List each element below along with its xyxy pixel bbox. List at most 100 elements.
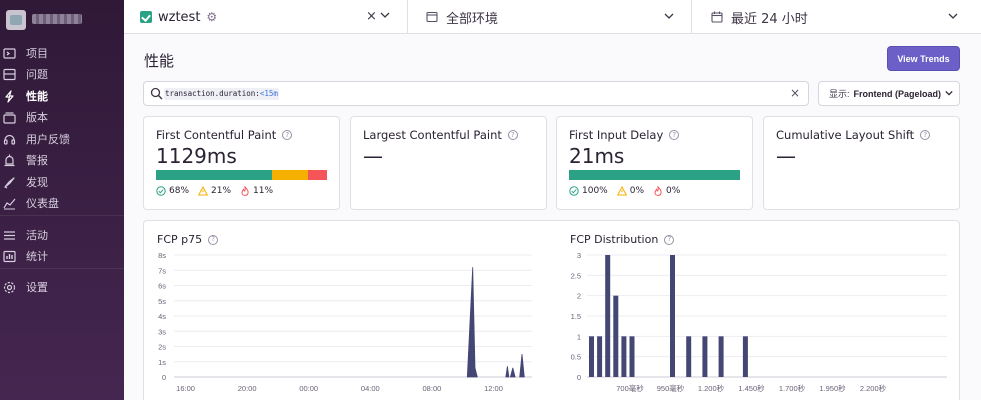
sidebar-item-releases[interactable]: 版本	[0, 107, 124, 127]
issues-icon	[2, 67, 16, 81]
chevron-down-icon	[945, 89, 953, 99]
question-icon[interactable]: ?	[282, 130, 293, 140]
y-tick-label: 6s	[158, 282, 166, 291]
meh-percent: 0%	[629, 186, 645, 196]
divider	[691, 0, 692, 34]
view-trends-button[interactable]: View Trends	[887, 46, 960, 71]
chevron-down-icon[interactable]	[380, 10, 390, 23]
y-tick-label: 8s	[158, 251, 166, 260]
y-tick-label: 4s	[158, 312, 166, 321]
x-tick-label: 20:00	[238, 384, 257, 393]
card-title-text: First Input Delay	[569, 128, 664, 142]
query-value: <15m	[259, 89, 278, 98]
x-tick-label: 1.200秒	[698, 383, 725, 393]
sidebar-item-label: 警报	[26, 154, 48, 167]
metric-card-lcp[interactable]: Largest Contentful Paint? —	[350, 116, 547, 210]
check-circle-icon	[156, 186, 166, 196]
question-icon[interactable]: ?	[920, 130, 931, 140]
sidebar-item-discover[interactable]: 发现	[0, 172, 124, 192]
y-tick-label: 0.5	[571, 353, 581, 362]
x-tick-label: 2.200秒	[860, 383, 887, 393]
sidebar-item-label: 仪表盘	[26, 197, 59, 210]
sidebar-item-issues[interactable]: 问题	[0, 64, 124, 84]
card-value: —	[776, 144, 796, 168]
x-tick-label: 950毫秒	[657, 383, 685, 393]
fire-icon	[241, 186, 249, 196]
date-range-label: 最近 24 小时	[731, 11, 808, 27]
clear-project-button[interactable]: ×	[366, 9, 377, 24]
card-title-text: Largest Contentful Paint	[363, 128, 502, 142]
org-switcher[interactable]	[6, 8, 118, 34]
area-spike	[519, 354, 525, 378]
sidebar-item-alerts[interactable]: 警报	[0, 150, 124, 170]
x-tick-label: 04:00	[361, 384, 380, 393]
metric-card-fid[interactable]: First Input Delay? 21ms 100% 0% 0%	[556, 116, 753, 210]
check-circle-icon	[569, 186, 579, 196]
fire-icon	[654, 186, 662, 196]
chart-title-fcp-distribution: FCP Distribution?	[570, 233, 675, 246]
sidebar-item-user-feedback[interactable]: 用户反馈	[0, 129, 124, 149]
calendar-icon	[711, 11, 723, 23]
org-name-redacted	[32, 14, 82, 24]
user-feedback-icon	[2, 132, 16, 146]
score-bar	[569, 170, 740, 180]
activity-icon	[2, 228, 16, 242]
distribution-bar	[621, 336, 627, 377]
sidebar-item-label: 版本	[26, 111, 48, 124]
y-tick-label: 0	[577, 373, 581, 382]
question-icon[interactable]: ?	[507, 130, 518, 140]
score-bar-meh	[272, 170, 309, 180]
distribution-bar	[605, 255, 611, 377]
dashboards-icon	[2, 196, 16, 210]
score-legend: 100% 0% 0%	[569, 186, 689, 196]
charts-svg: 0 1s 2s 3s 4s 5s 6s 7s 8s 16:00 20:00 00:00 04:00 08:…	[158, 251, 947, 393]
y-tick-label: 1	[577, 332, 581, 341]
metric-card-cls[interactable]: Cumulative Layout Shift? —	[763, 116, 960, 210]
sidebar-divider	[0, 268, 124, 269]
chart-title-text: FCP Distribution	[570, 233, 659, 246]
date-range-selector[interactable]: 最近 24 小时	[711, 8, 808, 27]
chevron-down-icon[interactable]	[664, 11, 674, 24]
stats-icon	[2, 249, 16, 263]
x-tick-label: 1.450秒	[738, 383, 765, 393]
clear-search-button[interactable]: ×	[789, 86, 800, 100]
chevron-down-icon[interactable]	[948, 11, 958, 24]
sidebar-item-stats[interactable]: 统计	[0, 246, 124, 266]
question-icon[interactable]: ?	[669, 130, 680, 140]
warning-icon	[198, 186, 209, 196]
metric-card-fcp[interactable]: First Contentful Paint? 1129ms 68% 21% 1…	[143, 116, 340, 210]
card-value: 21ms	[569, 144, 625, 168]
sidebar-item-label: 性能	[26, 90, 48, 103]
sidebar-item-activity[interactable]: 活动	[0, 225, 124, 245]
search-query-token[interactable]: transaction.duration:<15m	[164, 88, 279, 100]
gear-icon[interactable]: ⚙	[206, 10, 218, 24]
good-percent: 100%	[582, 186, 608, 196]
card-title-text: First Contentful Paint	[156, 128, 277, 142]
display-dropdown[interactable]: 显示: Frontend (Pageload)	[818, 81, 960, 106]
sidebar-item-label: 设置	[26, 281, 48, 294]
poor-percent: 0%	[666, 186, 681, 196]
y-tick-label: 5s	[158, 297, 166, 306]
environment-selector[interactable]: 全部环境	[426, 8, 498, 27]
sidebar-item-label: 问题	[26, 68, 48, 81]
sidebar-item-dashboards[interactable]: 仪表盘	[0, 193, 124, 213]
chart-title-fcp-p75: FCP p75?	[157, 233, 219, 246]
score-bar	[156, 170, 327, 180]
sidebar-item-settings[interactable]: 设置	[0, 277, 124, 297]
distribution-bar	[742, 336, 748, 377]
project-name: wztest	[158, 9, 201, 25]
distribution-bar	[629, 336, 635, 377]
x-tick-label: 08:00	[423, 384, 442, 393]
question-icon[interactable]: ?	[208, 234, 219, 245]
sidebar-item-projects[interactable]: 项目	[0, 43, 124, 63]
distribution-bar	[686, 336, 692, 377]
project-selector[interactable]: wztest ⚙	[140, 8, 217, 26]
sidebar-item-performance[interactable]: 性能	[0, 86, 124, 106]
question-icon[interactable]: ?	[664, 234, 675, 245]
distribution-bar	[702, 336, 708, 377]
search-bar[interactable]: transaction.duration:<15m ×	[143, 81, 809, 106]
warning-icon	[616, 186, 627, 196]
display-prefix: 显示:	[829, 89, 850, 99]
area-spike	[505, 366, 510, 378]
discover-icon	[2, 175, 16, 189]
